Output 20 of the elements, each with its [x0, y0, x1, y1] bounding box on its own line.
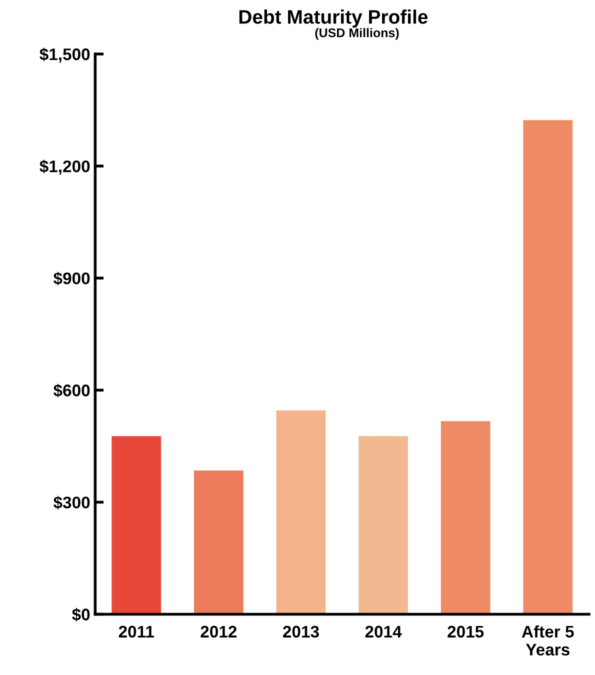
- bar: [440, 421, 490, 614]
- bar: [276, 410, 326, 614]
- y-tick-label: $900: [53, 272, 90, 286]
- bar: [112, 436, 162, 614]
- y-tick-label: $300: [53, 496, 90, 510]
- x-tick-label: 2013: [283, 626, 319, 638]
- x-tick-label: After 5 Years: [522, 625, 574, 656]
- y-tick-label: $0: [72, 608, 90, 622]
- chart-subtitle: (USD Millions): [315, 28, 399, 40]
- y-tick-label: $600: [53, 384, 90, 398]
- x-tick-label: 2011: [118, 626, 154, 638]
- x-tick-label: 2012: [200, 626, 237, 638]
- bar: [358, 436, 408, 614]
- x-tick-label: 2014: [365, 626, 402, 638]
- chart-title: Debt Maturity Profile: [239, 10, 428, 28]
- x-tick-label: 2015: [448, 626, 484, 638]
- y-tick-label: $1,200: [40, 160, 90, 175]
- bar: [523, 120, 573, 614]
- y-tick-label: $1,500: [40, 48, 90, 63]
- bar: [194, 470, 244, 614]
